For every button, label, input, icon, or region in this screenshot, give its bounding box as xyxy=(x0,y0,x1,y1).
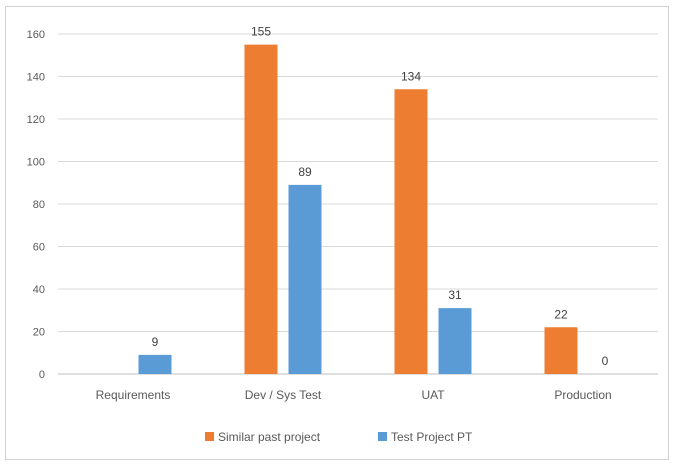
data-label: 155 xyxy=(251,25,271,39)
legend-label: Test Project PT xyxy=(391,430,473,444)
legend-swatch xyxy=(205,432,214,441)
data-label: 89 xyxy=(298,165,312,179)
y-tick-label: 40 xyxy=(33,284,45,296)
x-category-label: Production xyxy=(554,388,611,402)
y-tick-label: 120 xyxy=(27,114,45,126)
x-category-label: UAT xyxy=(421,388,445,402)
data-label: 9 xyxy=(152,335,159,349)
y-axis-ticks: 0 20 40 60 80 100 120 140 160 xyxy=(27,29,45,381)
data-label: 0 xyxy=(602,354,609,368)
gridlines xyxy=(58,33,658,375)
bar-similar-past-project xyxy=(394,89,428,374)
data-labels: 9 155 89 134 31 22 0 xyxy=(152,25,609,368)
x-category-label: Requirements xyxy=(96,388,171,402)
bar-similar-past-project xyxy=(544,327,578,374)
bar-test-project-pt xyxy=(438,308,472,374)
bar-test-project-pt xyxy=(288,184,322,374)
bars xyxy=(138,44,578,374)
y-tick-label: 140 xyxy=(27,72,45,84)
y-tick-label: 60 xyxy=(33,242,45,254)
y-tick-label: 100 xyxy=(27,157,45,169)
data-label: 22 xyxy=(554,307,568,321)
bar-similar-past-project xyxy=(244,44,278,374)
bar-test-project-pt xyxy=(138,354,172,374)
y-tick-label: 160 xyxy=(27,29,45,41)
legend: Similar past project Test Project PT xyxy=(205,430,473,444)
legend-label: Similar past project xyxy=(218,430,321,444)
chart-frame xyxy=(5,6,669,460)
x-axis-categories: Requirements Dev / Sys Test UAT Production xyxy=(96,388,612,402)
legend-swatch xyxy=(378,432,387,441)
y-tick-label: 80 xyxy=(33,199,45,211)
y-tick-label: 0 xyxy=(39,369,45,381)
y-tick-label: 20 xyxy=(33,327,45,339)
x-category-label: Dev / Sys Test xyxy=(245,388,322,402)
data-label: 134 xyxy=(401,69,421,83)
data-label: 31 xyxy=(448,288,462,302)
